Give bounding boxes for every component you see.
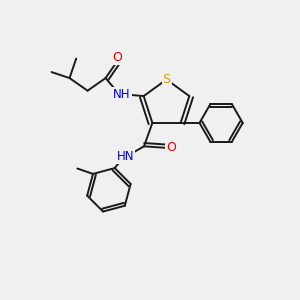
Text: O: O <box>112 52 122 64</box>
Text: O: O <box>166 141 176 154</box>
Text: HN: HN <box>117 150 134 163</box>
Text: NH: NH <box>113 88 131 101</box>
Text: S: S <box>163 73 170 86</box>
